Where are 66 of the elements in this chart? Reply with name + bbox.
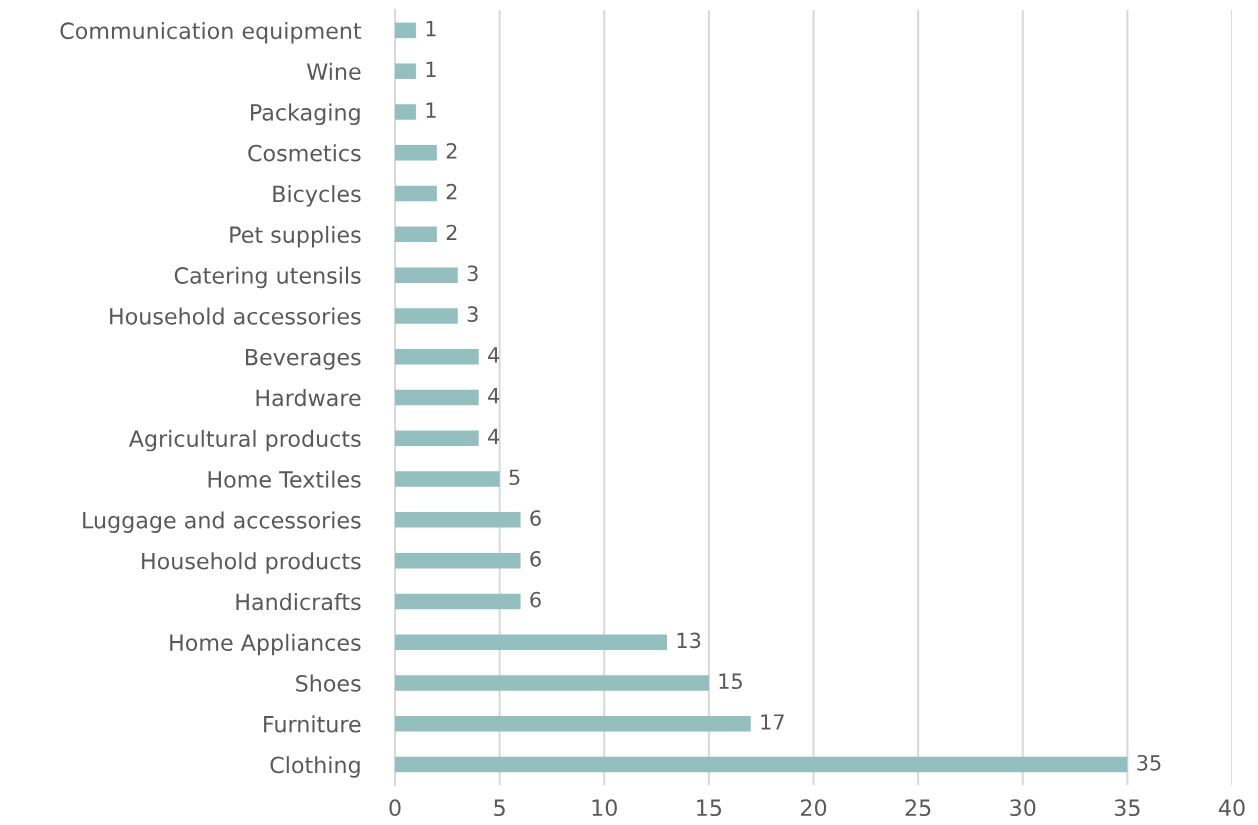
y-tick-label: Wine bbox=[307, 62, 361, 80]
data-label: 35 bbox=[1137, 754, 1161, 771]
y-tick-label: Pet supplies bbox=[230, 225, 361, 248]
y-tick-label: Clothing bbox=[270, 756, 360, 778]
x-tick-label: 40 bbox=[1218, 799, 1245, 817]
data-label: 2 bbox=[446, 224, 457, 241]
data-label: 15 bbox=[719, 673, 742, 690]
y-tick-label: Agricultural products bbox=[128, 429, 361, 452]
data-label: 4 bbox=[488, 428, 500, 445]
x-tick-label: 25 bbox=[905, 799, 931, 817]
x-tick-label: 10 bbox=[592, 799, 617, 817]
data-label: 2 bbox=[446, 143, 457, 159]
x-tick-label: 5 bbox=[494, 799, 505, 817]
y-tick-label: Handicrafts bbox=[236, 593, 361, 611]
data-label: 2 bbox=[446, 183, 457, 200]
data-label: 17 bbox=[761, 714, 784, 730]
y-tick-label: Beverages bbox=[245, 348, 361, 370]
x-tick-label: 0 bbox=[389, 799, 401, 817]
y-tick-label: Household products bbox=[142, 552, 361, 574]
x-tick-label: 35 bbox=[1114, 799, 1140, 817]
bar bbox=[395, 675, 709, 691]
y-tick-label: Packaging bbox=[251, 103, 360, 126]
data-label: 5 bbox=[509, 469, 520, 486]
y-tick-label: Communication equipment bbox=[60, 21, 362, 44]
bar bbox=[395, 185, 437, 202]
y-tick-label: Cosmetics bbox=[248, 144, 361, 162]
bar bbox=[395, 471, 500, 487]
bar bbox=[395, 145, 437, 161]
y-tick-label: Bicycles bbox=[273, 185, 361, 207]
y-tick-label: Furniture bbox=[264, 715, 361, 733]
data-label: 6 bbox=[530, 591, 541, 608]
bar bbox=[395, 226, 437, 243]
bar bbox=[395, 267, 458, 283]
data-label: 1 bbox=[426, 61, 436, 77]
x-tick-label: 20 bbox=[800, 799, 827, 817]
bar bbox=[395, 430, 479, 447]
bar bbox=[395, 348, 479, 365]
bar bbox=[395, 552, 521, 569]
y-tick-label: Luggage and accessories bbox=[83, 511, 361, 533]
bar bbox=[395, 63, 416, 79]
y-tick-label: Home Appliances bbox=[170, 633, 361, 656]
data-label: 3 bbox=[467, 265, 478, 282]
bar bbox=[395, 716, 751, 732]
y-tick-label: Hardware bbox=[256, 389, 361, 407]
bar bbox=[395, 593, 521, 610]
data-label: 3 bbox=[467, 306, 478, 322]
y-tick-label: Shoes bbox=[296, 674, 361, 692]
bar bbox=[395, 104, 416, 120]
x-tick-label: 15 bbox=[697, 799, 722, 817]
bar bbox=[395, 308, 458, 324]
y-tick-label: Household accessories bbox=[110, 307, 361, 325]
bar bbox=[395, 389, 479, 406]
bar bbox=[395, 512, 521, 528]
data-label: 4 bbox=[488, 347, 500, 363]
x-tick-label: 30 bbox=[1010, 799, 1036, 817]
bar bbox=[395, 756, 1128, 773]
data-label: 1 bbox=[426, 20, 436, 37]
y-tick-label: Home Textiles bbox=[208, 470, 361, 488]
bar bbox=[395, 634, 668, 650]
data-label: 4 bbox=[488, 388, 500, 404]
data-label: 6 bbox=[530, 550, 541, 567]
data-label: 13 bbox=[677, 632, 701, 649]
data-label: 6 bbox=[530, 510, 541, 526]
bar bbox=[395, 22, 416, 39]
data-label: 1 bbox=[426, 102, 436, 118]
y-tick-label: Catering utensils bbox=[174, 266, 361, 289]
